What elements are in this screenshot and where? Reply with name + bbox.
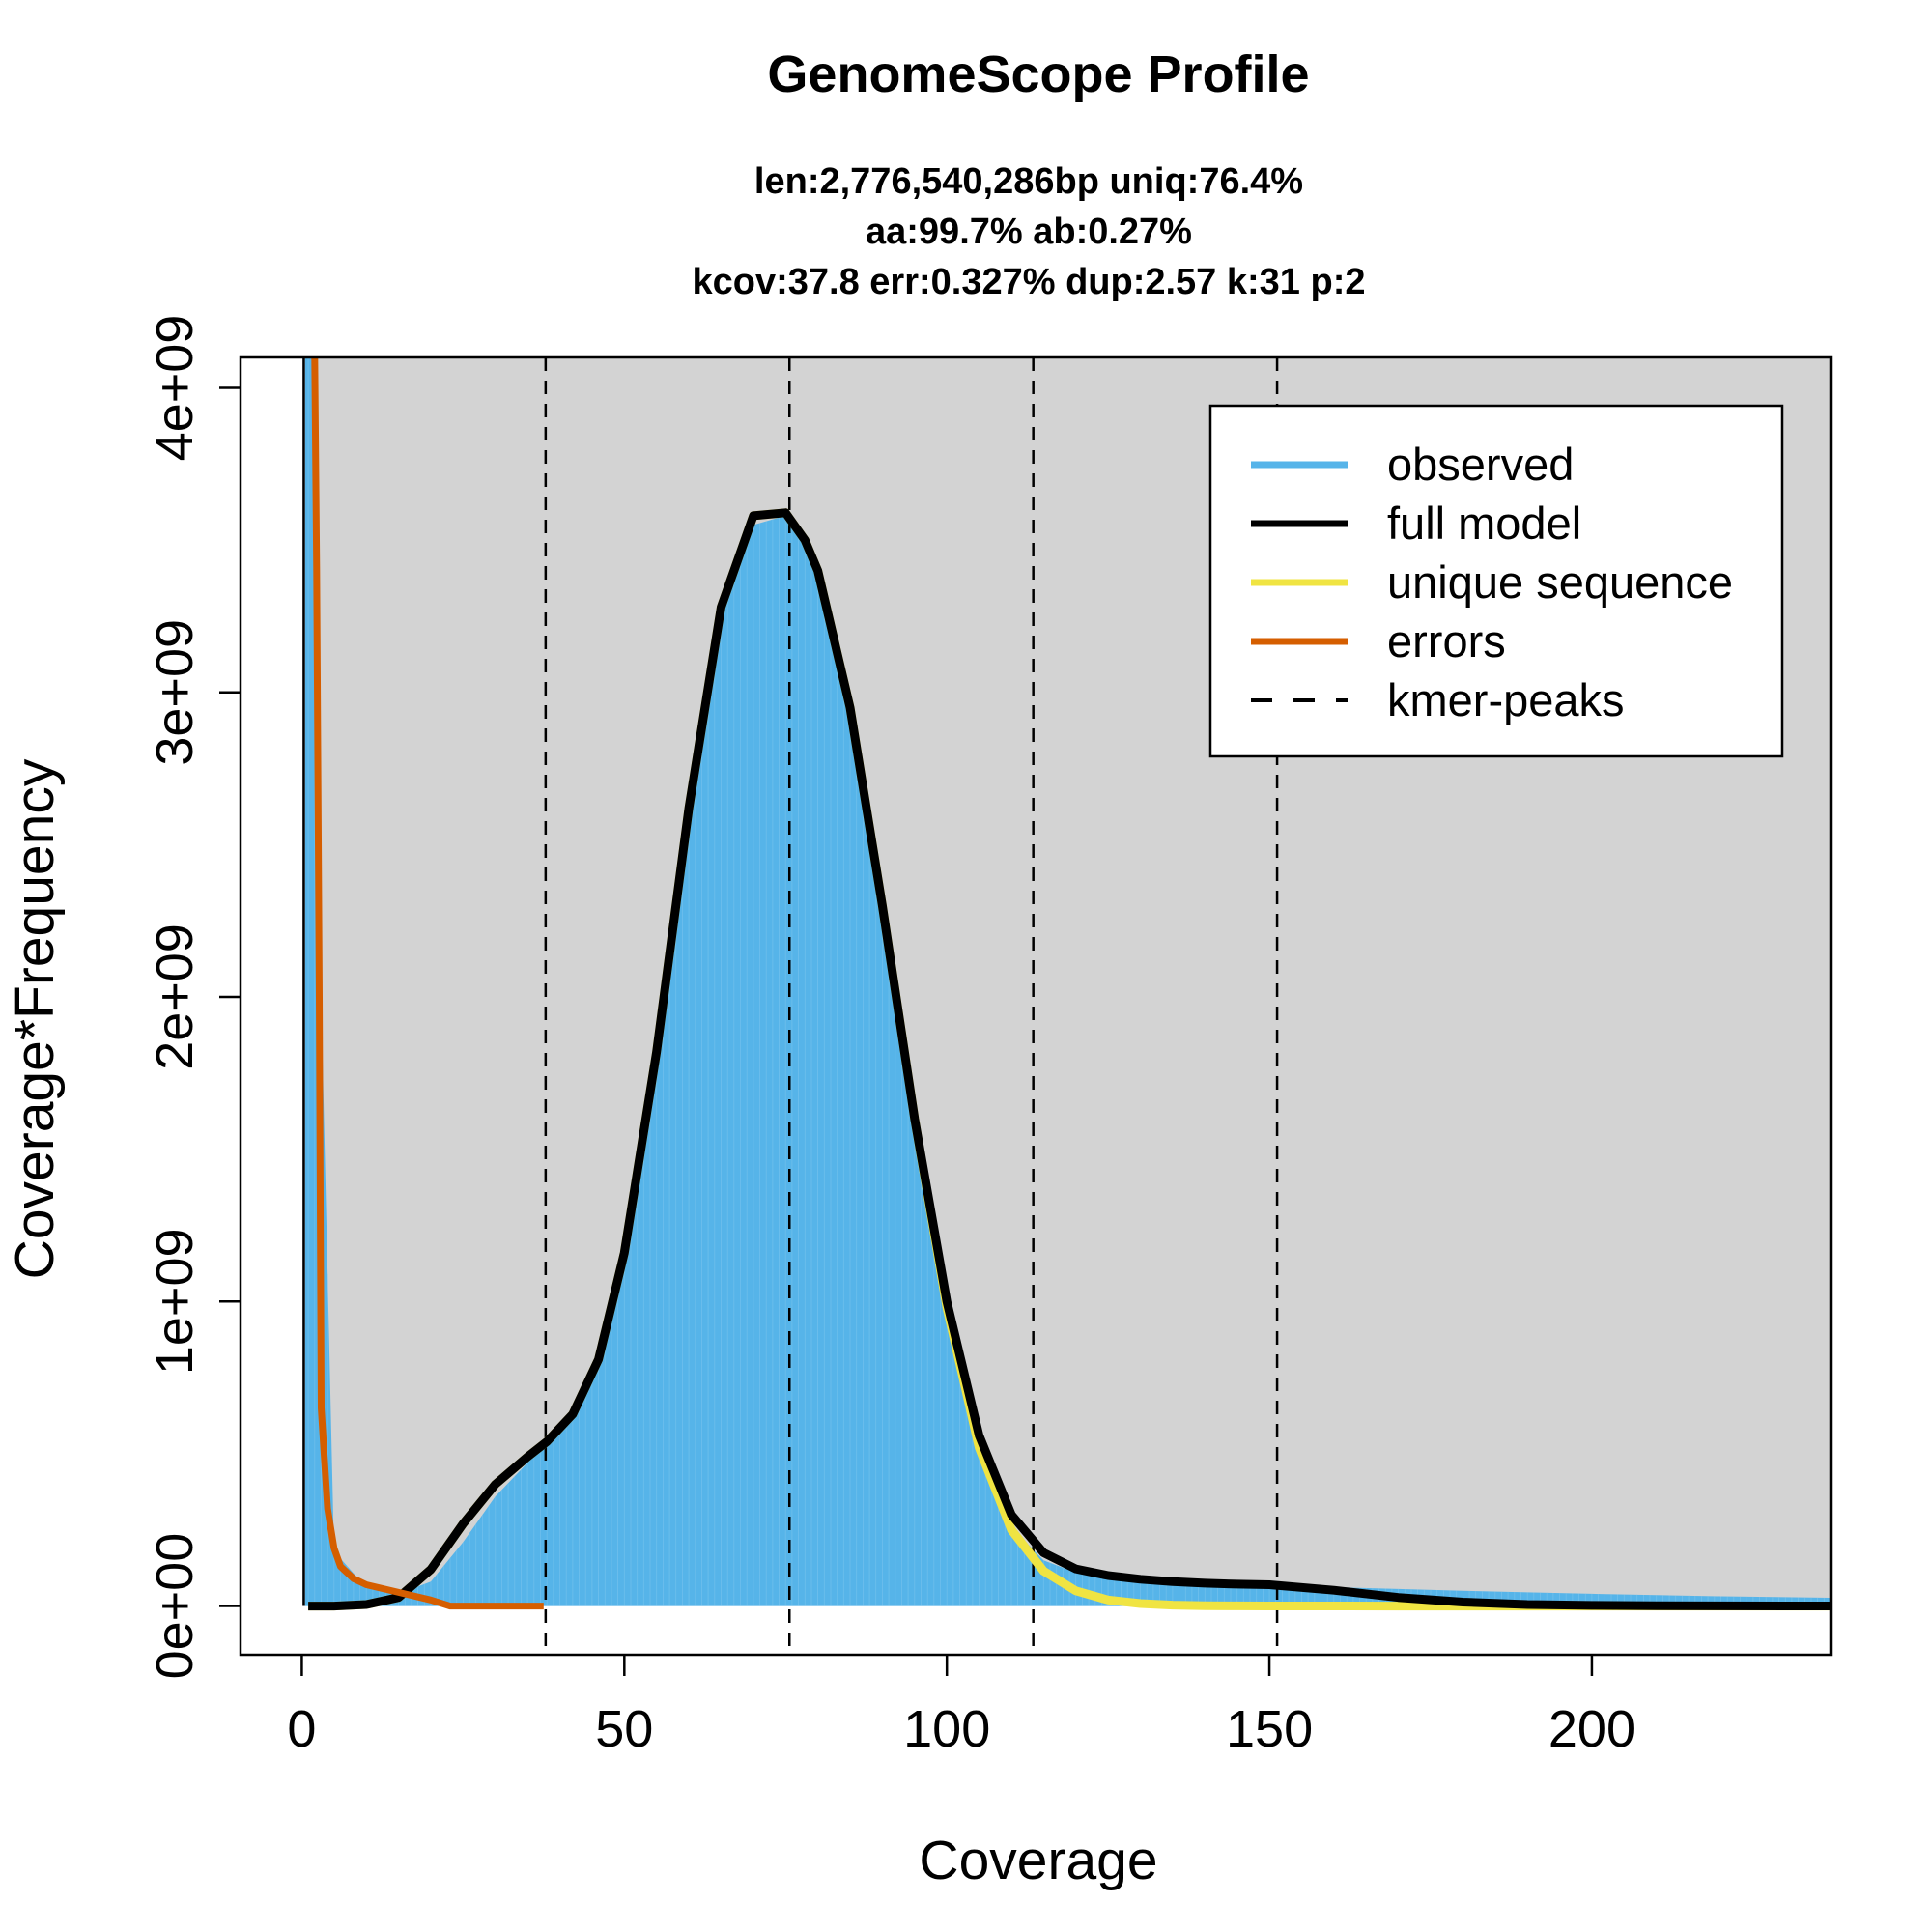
y-axis-label: Coverage*Frequency — [4, 758, 66, 1279]
legend-label: errors — [1387, 615, 1506, 667]
chart-subtitle-line-1: len:2,776,540,286bp uniq:76.4% — [754, 161, 1303, 202]
axes: 0 50 100 150 200 0e+00 1e+09 2e+09 3e+09 4e+09 — [146, 315, 1833, 1758]
legend-label: unique sequence — [1387, 556, 1733, 608]
legend-label: kmer-peaks — [1387, 674, 1625, 725]
x-tick-label: 50 — [595, 1700, 653, 1758]
y-tick-label: 2e+09 — [146, 923, 204, 1070]
chart-title: GenomeScope Profile — [767, 45, 1309, 103]
y-tick-label: 0e+00 — [146, 1533, 204, 1680]
x-tick-label: 150 — [1226, 1700, 1313, 1758]
legend-label: observed — [1387, 439, 1574, 490]
legend: observed full model unique sequence errors k… — [1208, 404, 1784, 758]
x-tick-label: 0 — [287, 1700, 316, 1758]
x-tick-label: 100 — [903, 1700, 990, 1758]
y-tick-label: 4e+09 — [146, 315, 204, 462]
x-axis-label: Coverage — [919, 1830, 1157, 1891]
plot-content — [302, 357, 1831, 1655]
y-tick-label: 1e+09 — [146, 1228, 204, 1375]
legend-label: full model — [1387, 497, 1581, 549]
series-observed-area — [304, 357, 1831, 1606]
series-observed-bars — [307, 357, 1831, 1606]
series-errors-line — [311, 357, 544, 1610]
x-tick-label: 200 — [1548, 1700, 1635, 1758]
plot-frame — [239, 355, 1833, 1657]
chart-subtitle-line-3: kcov:37.8 err:0.327% dup:2.57 k:31 p:2 — [692, 262, 1365, 302]
series-full-model-line — [308, 508, 1831, 1611]
chart-subtitle-line-2: aa:99.7% ab:0.27% — [866, 212, 1192, 252]
y-tick-label: 3e+09 — [146, 619, 204, 766]
